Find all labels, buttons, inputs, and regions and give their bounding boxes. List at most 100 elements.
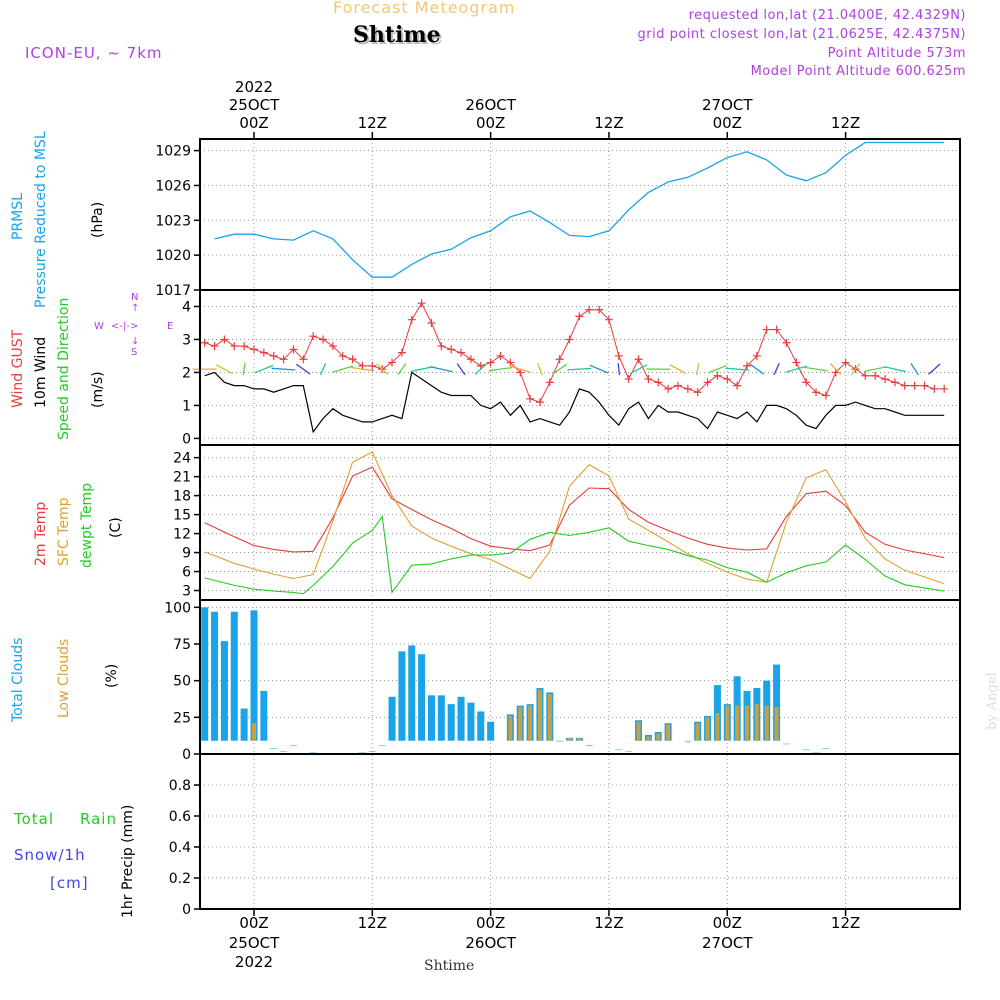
panel3-ytick-label-2: 50 (173, 674, 191, 690)
gust-marker-68 (871, 371, 880, 380)
panel2-ytick-label-5: 18 (173, 489, 191, 505)
bottom-time-label-2: 00Z (476, 914, 505, 932)
bottom-date-label-1: 26OCT (465, 934, 516, 952)
panel4-ytick-label-1: 0.2 (169, 871, 191, 887)
gust-marker-43 (624, 375, 633, 384)
low-cloud-bar-39 (587, 745, 592, 746)
gust-marker-30 (496, 351, 505, 360)
wind-direction-arrow-11 (410, 366, 433, 373)
gust-marker-14 (338, 351, 347, 360)
wind-direction-arrow-14 (474, 363, 487, 375)
wind-direction-arrow-24 (669, 364, 687, 375)
gust-marker-56 (752, 351, 761, 360)
compass-west: W (94, 321, 104, 332)
panel2-ytick-label-0: 3 (182, 584, 191, 600)
total-cloud-bar-52 (713, 685, 721, 741)
top-date-label-2: 27OCT (702, 96, 753, 114)
wind-direction-arrow-26 (707, 364, 728, 374)
bottom-time-label-4: 00Z (713, 914, 742, 932)
total-cloud-bar-63 (822, 748, 830, 749)
low-cloud-bar-50 (695, 723, 700, 741)
wind-direction-arrow-19 (567, 367, 592, 371)
gust-marker-44 (634, 355, 643, 364)
wind-direction-arrow-32 (830, 363, 842, 375)
compass-arrow-down: ↓ (131, 336, 140, 347)
gust-marker-75 (940, 384, 949, 393)
gust-marker-63 (821, 391, 830, 400)
pressure-line (214, 141, 945, 278)
total-cloud-bar-49 (684, 740, 692, 742)
total-cloud-bar-9 (289, 745, 297, 746)
top-date-label-1: 26OCT (465, 96, 516, 114)
top-time-label-5: 12Z (831, 114, 860, 132)
gust-marker-74 (930, 384, 939, 393)
wind-direction-arrow-5 (296, 363, 311, 375)
total-cloud-bar-19 (388, 696, 396, 741)
panel4-ytick-label-0: 0 (182, 902, 191, 918)
total-cloud-bar-7 (270, 748, 278, 749)
gust-marker-6 (259, 348, 268, 357)
wind-direction-arrow-12 (430, 366, 453, 373)
gust-marker-54 (733, 381, 742, 390)
gust-marker-33 (526, 394, 535, 403)
low-cloud-bar-31 (508, 715, 513, 741)
wind-direction-arrow-13 (456, 363, 466, 376)
wind-direction-arrow-10 (397, 363, 407, 376)
footer-location: Shtime (424, 958, 475, 974)
low-cloud-bar-35 (547, 693, 552, 741)
gust-marker-15 (348, 355, 357, 364)
low-cloud-bar-56 (754, 704, 759, 741)
top-time-label-1: 12Z (358, 114, 387, 132)
wind-direction-arrow-8 (350, 366, 375, 372)
low-cloud-bar-43 (626, 751, 631, 752)
wind-direction-arrow-37 (928, 363, 941, 375)
total-cloud-bar-22 (418, 654, 426, 741)
temp2m-line (204, 466, 945, 559)
wind-direction-arrow-17 (537, 363, 543, 376)
wind-direction-arrow-9 (376, 363, 389, 375)
top-year-label: 2022 (235, 78, 273, 96)
gust-marker-62 (812, 388, 821, 397)
panel2-ytick-label-2: 9 (182, 546, 191, 562)
panel-border-4 (199, 753, 961, 910)
panel1-ytick-label-1: 1 (182, 398, 191, 414)
total-cloud-bar-20 (398, 651, 406, 741)
low-cloud-bar-32 (518, 707, 523, 741)
total-cloud-bar-24 (437, 695, 445, 741)
gust-marker-37 (565, 335, 574, 344)
bottom-time-label-1: 12Z (358, 914, 387, 932)
panel-border-2 (199, 444, 961, 601)
panel2-ytick-label-4: 15 (173, 508, 191, 524)
wind-direction-arrow-29 (773, 363, 780, 376)
total-cloud-bar-21 (408, 645, 416, 741)
panel0-ytick-label-3: 1026 (155, 178, 191, 194)
top-time-label-3: 12Z (594, 114, 623, 132)
gust-marker-67 (861, 371, 870, 380)
gust-marker-47 (664, 384, 673, 393)
rain-label: Rain (80, 810, 117, 828)
wind-direction-arrow-28 (749, 363, 764, 375)
wind-speed-line (204, 371, 945, 434)
total-cloud-bar-17 (368, 751, 376, 752)
gust-marker-8 (279, 355, 288, 364)
gust-marker-12 (319, 335, 328, 344)
gust-marker-40 (595, 305, 604, 314)
wind-direction-arrow-3 (254, 364, 274, 374)
bottom-date-label-2: 27OCT (702, 934, 753, 952)
gust-marker-10 (299, 355, 308, 364)
panel4-ytick-label-4: 0.8 (169, 778, 191, 794)
panel1-ytick-label-3: 3 (182, 332, 191, 348)
snow-label: Snow/1h (14, 846, 86, 864)
wind-direction-arrow-15 (488, 366, 513, 372)
wind-direction-arrow-22 (629, 364, 648, 375)
gust-marker-55 (743, 361, 751, 370)
gust-marker-11 (309, 332, 318, 341)
gust-marker-1 (210, 342, 219, 351)
gust-marker-5 (250, 345, 258, 354)
wind-direction-arrow-1 (215, 364, 233, 375)
wind-direction-arrow-35 (883, 365, 906, 373)
total-cloud-bar-23 (427, 695, 435, 741)
gust-marker-45 (644, 375, 653, 384)
gust-marker-58 (772, 325, 781, 334)
